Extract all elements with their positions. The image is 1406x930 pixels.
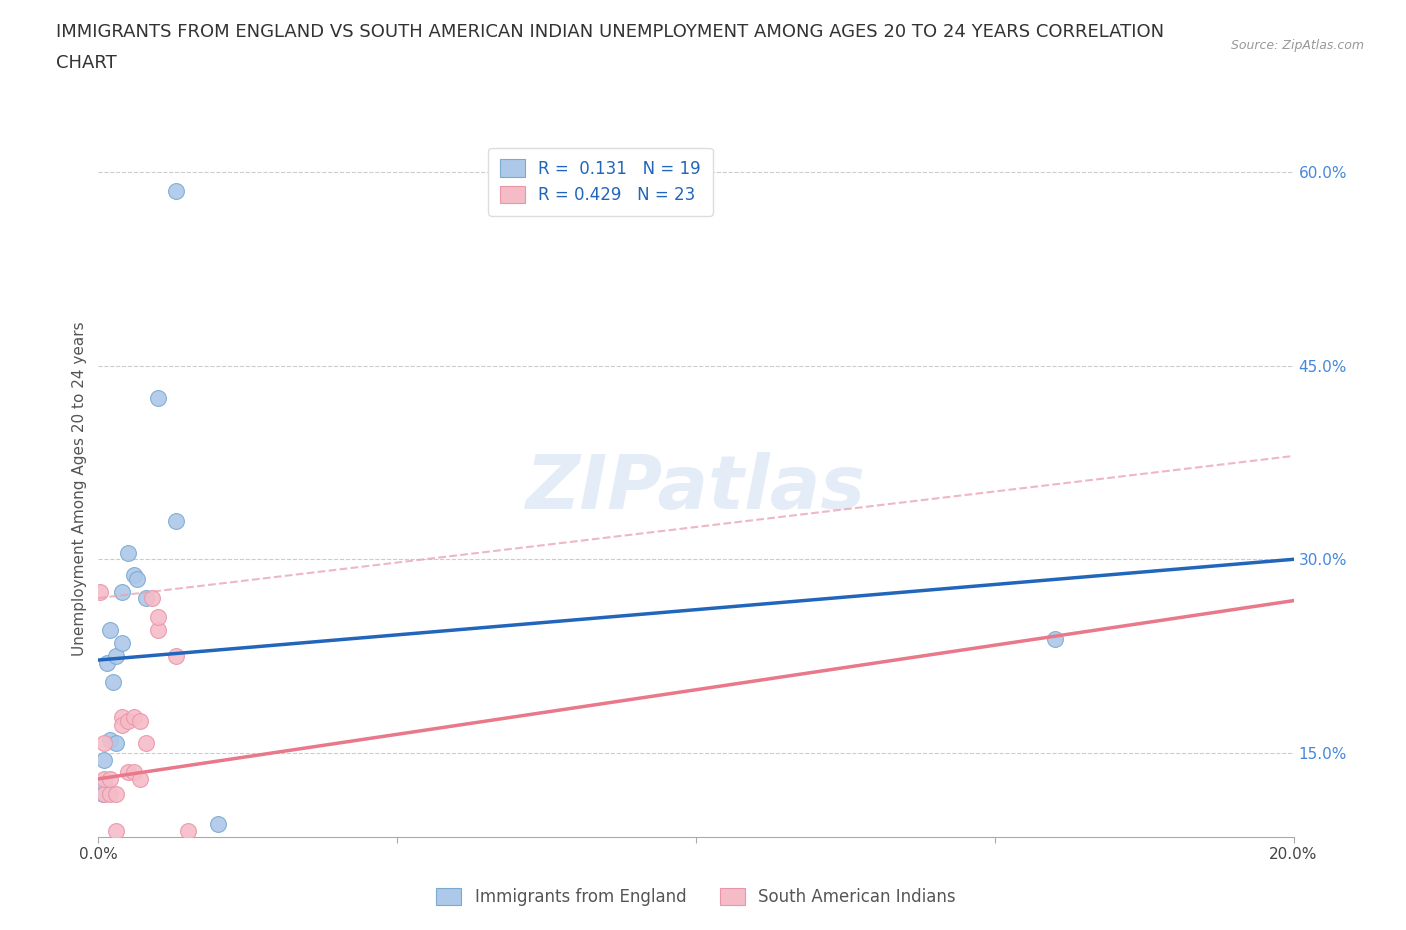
Point <box>207 817 229 831</box>
Point <box>127 571 149 586</box>
Text: CHART: CHART <box>56 54 117 72</box>
Point <box>91 787 114 802</box>
Point <box>124 567 146 582</box>
Point <box>165 649 187 664</box>
Point <box>105 736 128 751</box>
Point <box>111 584 134 599</box>
Point <box>93 736 115 751</box>
Point <box>103 674 125 689</box>
Point <box>124 710 146 724</box>
Point <box>89 584 111 599</box>
Point <box>96 656 118 671</box>
Point <box>129 772 152 787</box>
Point <box>148 610 170 625</box>
Point <box>177 823 200 838</box>
Point <box>100 733 122 748</box>
Point <box>93 752 115 767</box>
Point <box>135 736 157 751</box>
Text: IMMIGRANTS FROM ENGLAND VS SOUTH AMERICAN INDIAN UNEMPLOYMENT AMONG AGES 20 TO 2: IMMIGRANTS FROM ENGLAND VS SOUTH AMERICA… <box>56 23 1164 41</box>
Text: Source: ZipAtlas.com: Source: ZipAtlas.com <box>1230 39 1364 52</box>
Point <box>105 823 128 838</box>
Y-axis label: Unemployment Among Ages 20 to 24 years: Unemployment Among Ages 20 to 24 years <box>72 321 87 656</box>
Point <box>1043 632 1066 647</box>
Point <box>129 713 152 728</box>
Point <box>100 787 122 802</box>
Legend: Immigrants from England, South American Indians: Immigrants from England, South American … <box>430 881 962 912</box>
Point <box>105 649 128 664</box>
Text: ZIPatlas: ZIPatlas <box>526 452 866 525</box>
Point <box>148 623 170 638</box>
Point <box>93 776 115 790</box>
Point <box>111 636 134 651</box>
Point <box>165 184 187 199</box>
Point <box>93 787 115 802</box>
Point <box>117 713 139 728</box>
Point <box>117 765 139 780</box>
Point <box>135 591 157 605</box>
Point <box>93 772 115 787</box>
Point <box>105 787 128 802</box>
Point <box>124 765 146 780</box>
Point <box>100 772 122 787</box>
Point <box>117 545 139 560</box>
Point <box>100 623 122 638</box>
Point <box>111 717 134 732</box>
Point <box>207 839 229 854</box>
Point <box>165 513 187 528</box>
Point <box>148 391 170 405</box>
Point <box>141 591 163 605</box>
Point <box>111 710 134 724</box>
